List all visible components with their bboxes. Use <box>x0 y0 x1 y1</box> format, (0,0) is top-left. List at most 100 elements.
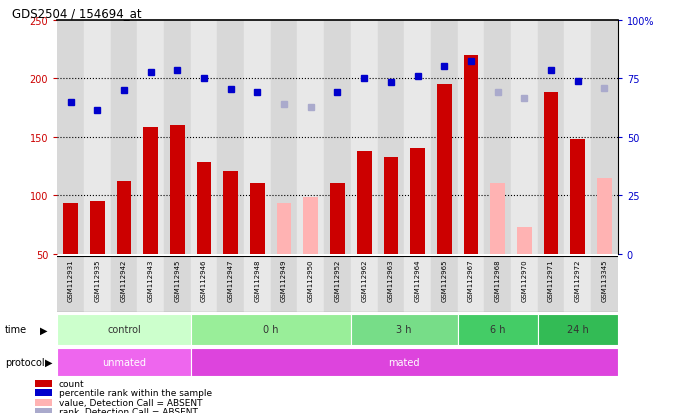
Text: unmated: unmated <box>102 357 146 367</box>
Bar <box>404 21 431 254</box>
Text: mated: mated <box>389 357 420 367</box>
Text: ▶: ▶ <box>45 357 52 367</box>
Bar <box>351 314 458 345</box>
Bar <box>223 171 238 254</box>
Bar <box>84 256 110 312</box>
Bar <box>297 21 324 254</box>
Bar <box>570 140 585 254</box>
Text: GSM113345: GSM113345 <box>602 259 607 301</box>
Bar <box>35 389 52 396</box>
Bar <box>57 256 84 312</box>
Bar <box>57 348 191 376</box>
Bar <box>324 21 351 254</box>
Text: GSM112968: GSM112968 <box>495 259 500 301</box>
Bar <box>565 256 591 312</box>
Bar <box>537 256 565 312</box>
Bar <box>64 204 78 254</box>
Bar <box>191 21 217 254</box>
Text: count: count <box>59 380 84 388</box>
Bar <box>591 256 618 312</box>
Bar <box>431 21 458 254</box>
Bar <box>544 93 558 254</box>
Bar <box>90 202 105 254</box>
Bar <box>110 256 138 312</box>
Bar <box>35 380 52 387</box>
Text: GSM112942: GSM112942 <box>121 259 127 301</box>
Bar <box>484 21 511 254</box>
Bar <box>57 21 84 254</box>
Bar <box>324 256 351 312</box>
Bar <box>304 198 318 254</box>
Bar <box>191 256 217 312</box>
Bar <box>383 157 398 254</box>
Bar <box>458 21 484 254</box>
Text: GSM112970: GSM112970 <box>521 259 527 301</box>
Text: 0 h: 0 h <box>263 324 279 335</box>
Bar <box>351 21 378 254</box>
Bar <box>271 256 297 312</box>
Bar <box>437 85 452 254</box>
Bar <box>378 21 404 254</box>
Bar <box>244 21 271 254</box>
Text: GSM112950: GSM112950 <box>308 259 314 301</box>
Text: 3 h: 3 h <box>396 324 412 335</box>
Text: GSM112972: GSM112972 <box>574 259 581 301</box>
Text: GSM112945: GSM112945 <box>174 259 180 301</box>
Bar <box>164 21 191 254</box>
Bar <box>511 21 537 254</box>
Bar <box>250 184 265 254</box>
Bar <box>164 256 191 312</box>
Bar <box>431 256 458 312</box>
Bar <box>191 348 618 376</box>
Text: GSM112948: GSM112948 <box>254 259 260 301</box>
Text: GSM112962: GSM112962 <box>361 259 367 301</box>
Bar <box>84 21 110 254</box>
Bar <box>537 314 618 345</box>
Text: protocol: protocol <box>5 357 45 367</box>
Bar <box>110 21 138 254</box>
Bar <box>330 184 345 254</box>
Text: GSM112967: GSM112967 <box>468 259 474 301</box>
Bar <box>297 256 324 312</box>
Bar <box>244 256 271 312</box>
Bar <box>117 182 131 254</box>
Bar <box>138 21 164 254</box>
Text: percentile rank within the sample: percentile rank within the sample <box>59 389 212 397</box>
Text: GSM112946: GSM112946 <box>201 259 207 301</box>
Bar <box>565 21 591 254</box>
Bar <box>591 21 618 254</box>
Text: 6 h: 6 h <box>490 324 505 335</box>
Text: time: time <box>5 325 27 335</box>
Text: GSM112935: GSM112935 <box>94 259 101 301</box>
Bar <box>143 128 158 254</box>
Bar <box>217 21 244 254</box>
Text: GSM112949: GSM112949 <box>281 259 287 301</box>
Bar <box>490 184 505 254</box>
Bar <box>537 21 565 254</box>
Text: GSM112963: GSM112963 <box>388 259 394 301</box>
Bar <box>410 149 425 254</box>
Bar <box>170 126 185 254</box>
Text: control: control <box>107 324 141 335</box>
Bar <box>458 314 537 345</box>
Bar <box>57 314 191 345</box>
Bar <box>378 256 404 312</box>
Text: GSM112964: GSM112964 <box>415 259 421 301</box>
Bar <box>191 314 351 345</box>
Bar <box>35 399 52 406</box>
Text: GSM112965: GSM112965 <box>441 259 447 301</box>
Bar <box>463 56 478 254</box>
Bar <box>597 178 611 254</box>
Text: 24 h: 24 h <box>567 324 588 335</box>
Bar <box>458 256 484 312</box>
Bar <box>511 256 537 312</box>
Bar <box>35 408 52 413</box>
Text: GSM112943: GSM112943 <box>148 259 154 301</box>
Text: GSM112931: GSM112931 <box>68 259 73 301</box>
Bar <box>351 256 378 312</box>
Bar <box>404 256 431 312</box>
Bar <box>271 21 297 254</box>
Bar <box>138 256 164 312</box>
Text: value, Detection Call = ABSENT: value, Detection Call = ABSENT <box>59 398 202 407</box>
Bar <box>277 204 292 254</box>
